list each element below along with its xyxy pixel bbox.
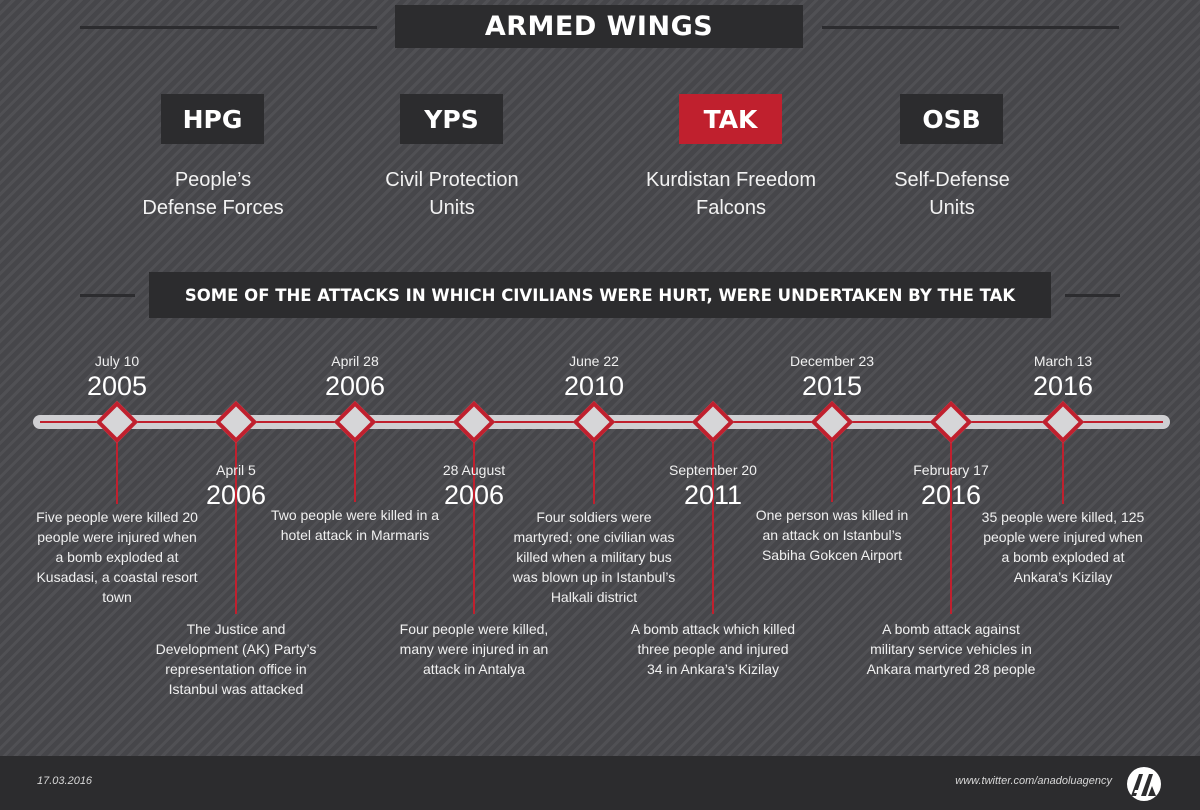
subtitle-rule-left	[80, 294, 135, 297]
wing-name-hpg-line2: Defense Forces	[142, 197, 284, 219]
event-5-date: June 22	[569, 353, 619, 369]
header-rule-right	[822, 26, 1119, 29]
wing-name-osb-line2: Units	[929, 197, 975, 219]
wing-abbr-tak: TAK	[703, 104, 758, 134]
wing-name-tak-line2: Falcons	[695, 197, 767, 219]
event-1-stem	[116, 436, 118, 504]
wing-name-hpg: People’s Defense Forces	[98, 166, 328, 222]
event-9-year: 2016	[1032, 371, 1094, 401]
event-6-date: September 20	[669, 462, 757, 478]
event-5-stem	[593, 436, 595, 504]
page-title: ARMED WINGS	[395, 5, 803, 48]
event-3-stem	[354, 436, 356, 502]
event-1-year: 2005	[86, 371, 148, 401]
wing-badge-yps: YPS	[400, 94, 503, 144]
event-1-date: July 10	[94, 353, 140, 369]
event-2-marker	[214, 400, 258, 444]
event-2-stem	[235, 436, 237, 614]
subtitle-rule-right	[1065, 294, 1120, 297]
section-subtitle: SOME OF THE ATTACKS IN WHICH CIVILIANS W…	[149, 272, 1051, 318]
wing-name-hpg-line1: People’s	[174, 169, 252, 191]
event-8-marker	[929, 400, 973, 444]
wing-name-yps-line2: Units	[429, 197, 475, 219]
wing-badge-osb: OSB	[900, 94, 1003, 144]
event-6-stem	[712, 436, 714, 614]
event-7-date: December 23	[789, 353, 875, 369]
wing-abbr-hpg: HPG	[182, 104, 243, 134]
event-3-date: April 28	[331, 353, 379, 369]
event-7-stem	[831, 436, 833, 502]
footer-date: 17.03.2016	[37, 775, 93, 787]
event-8-stem	[950, 436, 952, 614]
event-5-year: 2010	[563, 371, 625, 401]
event-2-date: April 5	[216, 462, 256, 478]
footer-url[interactable]: www.twitter.com/anadoluagency	[955, 775, 1112, 787]
event-5-marker	[572, 400, 616, 444]
wing-name-tak-line1: Kurdistan Freedom	[645, 169, 817, 191]
event-3-year: 2006	[324, 371, 386, 401]
event-7-description: One person was killed in an attack on Is…	[755, 507, 909, 563]
event-4-marker	[452, 400, 496, 444]
event-9-stem	[1062, 436, 1064, 504]
event-4-description: Four people were killed, many were injur…	[399, 621, 549, 677]
event-2-description: The Justice and Development (AK) Party’s…	[155, 621, 317, 697]
wing-abbr-osb: OSB	[922, 104, 981, 134]
event-7-marker	[810, 400, 854, 444]
event-4-year: 2006	[443, 480, 505, 510]
wing-abbr-yps: YPS	[424, 104, 479, 134]
event-8-year: 2016	[920, 480, 982, 510]
wing-badge-tak: TAK	[679, 94, 782, 144]
section-subtitle-text: SOME OF THE ATTACKS IN WHICH CIVILIANS W…	[184, 285, 1016, 305]
page-title-text: ARMED WINGS	[484, 11, 714, 42]
event-8-description: A bomb attack against military service v…	[866, 621, 1036, 677]
event-1-description: Five people were killed 20 people were i…	[36, 509, 198, 605]
wing-badge-hpg: HPG	[161, 94, 264, 144]
event-9-description: 35 people were killed, 125 people were i…	[981, 509, 1145, 585]
event-8-date: February 17	[913, 462, 989, 478]
event-6-marker	[691, 400, 735, 444]
footer: 17.03.2016 www.twitter.com/anadoluagency	[0, 756, 1200, 810]
header-rule-left	[80, 26, 377, 29]
event-2-year: 2006	[205, 480, 267, 510]
event-6-description: A bomb attack which killed three people …	[630, 621, 796, 677]
wing-name-osb-line1: Self-Defense	[894, 169, 1010, 191]
event-3-description: Two people were killed in a hotel attack…	[270, 507, 440, 543]
event-9-marker	[1041, 400, 1085, 444]
event-4-stem	[473, 436, 475, 614]
event-3-marker	[333, 400, 377, 444]
wing-name-osb: Self-Defense Units	[837, 166, 1067, 222]
wing-name-yps: Civil Protection Units	[337, 166, 567, 222]
wing-name-yps-line1: Civil Protection	[385, 169, 519, 191]
event-5-description: Four soldiers were martyred; one civilia…	[512, 509, 676, 605]
wing-name-tak: Kurdistan Freedom Falcons	[616, 166, 846, 222]
anadolu-agency-logo-icon	[1127, 767, 1161, 801]
event-9-date: March 13	[1033, 353, 1093, 369]
event-4-date: 28 August	[442, 462, 506, 478]
event-1-marker	[95, 400, 139, 444]
event-6-year: 2011	[683, 480, 743, 510]
event-7-year: 2015	[801, 371, 863, 401]
